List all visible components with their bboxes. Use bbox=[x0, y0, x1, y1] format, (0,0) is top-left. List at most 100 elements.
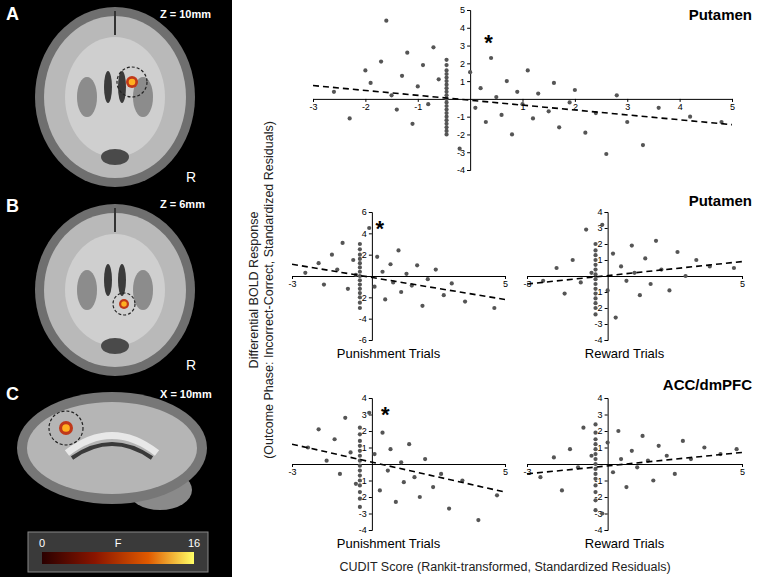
chart: -35-4-3-2-11234Reward Trials bbox=[523, 207, 745, 361]
activation bbox=[59, 421, 73, 435]
point bbox=[589, 454, 593, 458]
brain-white-matter bbox=[44, 213, 186, 367]
point bbox=[547, 109, 551, 113]
plot-area bbox=[527, 422, 742, 515]
point bbox=[351, 258, 355, 262]
point bbox=[395, 107, 399, 111]
y-tick-label: -6 bbox=[359, 335, 367, 345]
y-tick-mark bbox=[605, 228, 608, 229]
point bbox=[358, 497, 362, 501]
point bbox=[358, 439, 362, 443]
y-tick-label: -3 bbox=[595, 319, 603, 329]
point bbox=[439, 472, 443, 476]
x-tick-label: 5 bbox=[503, 279, 508, 289]
y-tick: 5 bbox=[460, 5, 470, 15]
point bbox=[732, 266, 736, 270]
slice-label: Z = 6mm bbox=[160, 198, 205, 210]
activation-peak bbox=[121, 301, 127, 307]
x-axis-title: CUDIT Score (Rankit-transformed, Standar… bbox=[339, 560, 670, 574]
point bbox=[358, 282, 362, 286]
point bbox=[573, 88, 577, 92]
point bbox=[593, 263, 597, 267]
y-tick-label: -4 bbox=[359, 525, 367, 535]
point bbox=[619, 264, 623, 268]
side-label: R bbox=[186, 169, 196, 185]
point bbox=[322, 282, 326, 286]
point bbox=[389, 93, 393, 97]
point bbox=[388, 447, 392, 451]
x-tick: 5 bbox=[503, 276, 508, 289]
y-tick: -4 bbox=[595, 335, 608, 345]
y-tick-mark bbox=[369, 481, 372, 482]
point bbox=[384, 19, 388, 23]
point bbox=[396, 248, 400, 252]
point bbox=[600, 511, 604, 515]
x-tick: 5 bbox=[740, 276, 745, 289]
y-axis-title-line: (Outcome Phase: Incorrect-Correct, Stand… bbox=[262, 121, 276, 459]
y-tick: 3 bbox=[362, 410, 372, 420]
point bbox=[593, 490, 597, 494]
point bbox=[593, 457, 597, 461]
point bbox=[593, 442, 597, 446]
point bbox=[378, 488, 382, 492]
brain-white-matter bbox=[27, 402, 197, 494]
point bbox=[581, 426, 585, 430]
point bbox=[420, 304, 424, 308]
x-tick: -1 bbox=[414, 99, 422, 112]
point bbox=[434, 268, 438, 272]
point bbox=[358, 253, 362, 257]
ventricle bbox=[104, 264, 112, 296]
panel-label: C bbox=[6, 384, 19, 404]
point bbox=[363, 68, 367, 72]
x-label: Reward Trials bbox=[585, 536, 665, 551]
y-tick-mark bbox=[467, 134, 470, 135]
point bbox=[358, 265, 362, 269]
y-tick-mark bbox=[369, 398, 372, 399]
y-tick: -1 bbox=[457, 112, 470, 122]
point bbox=[330, 253, 334, 257]
x-tick: 5 bbox=[740, 464, 745, 477]
y-tick-mark bbox=[369, 514, 372, 515]
point bbox=[479, 86, 483, 90]
point bbox=[630, 244, 634, 248]
y-axis-line bbox=[369, 213, 373, 341]
y-tick-label: -4 bbox=[457, 165, 465, 175]
y-tick-mark bbox=[467, 117, 470, 118]
plot-area bbox=[313, 19, 732, 157]
x-tick: 5 bbox=[503, 464, 508, 477]
y-tick-mark bbox=[369, 340, 372, 341]
y-tick-label: 1 bbox=[460, 76, 465, 86]
x-tick-label: 4 bbox=[678, 102, 683, 112]
x-tick: 3 bbox=[625, 99, 630, 112]
roi-outline bbox=[113, 293, 135, 315]
y-tick-label: 5 bbox=[460, 5, 465, 15]
point bbox=[463, 300, 467, 304]
x-tick: -2 bbox=[362, 99, 370, 112]
x-tick-label: 5 bbox=[730, 102, 735, 112]
point bbox=[563, 292, 567, 296]
point bbox=[410, 122, 414, 126]
trend-line bbox=[527, 262, 742, 284]
panel-label: B bbox=[6, 196, 19, 216]
brain-core bbox=[65, 37, 165, 157]
x-tick-label: -3 bbox=[309, 102, 317, 112]
plot-area bbox=[527, 223, 742, 320]
y-tick-mark bbox=[369, 212, 372, 213]
point bbox=[593, 258, 597, 262]
colorbar-tick-label: 16 bbox=[188, 537, 200, 549]
x-tick: -3 bbox=[523, 464, 531, 477]
colorbar-tick-label: 0 bbox=[39, 537, 45, 549]
y-tick-mark bbox=[605, 448, 608, 449]
trend-line bbox=[527, 452, 742, 473]
point bbox=[489, 56, 493, 60]
chart: -35-6-4-2246PutamenPunishment Trials* bbox=[288, 192, 752, 361]
y-tick: -4 bbox=[595, 525, 608, 535]
y-tick-label: -2 bbox=[457, 130, 465, 140]
y-tick-mark bbox=[605, 514, 608, 515]
posterior-ventricle bbox=[101, 338, 129, 354]
y-tick-label: 2 bbox=[598, 426, 603, 436]
point bbox=[635, 465, 639, 469]
point bbox=[380, 270, 384, 274]
point bbox=[416, 84, 420, 88]
point bbox=[404, 272, 408, 276]
